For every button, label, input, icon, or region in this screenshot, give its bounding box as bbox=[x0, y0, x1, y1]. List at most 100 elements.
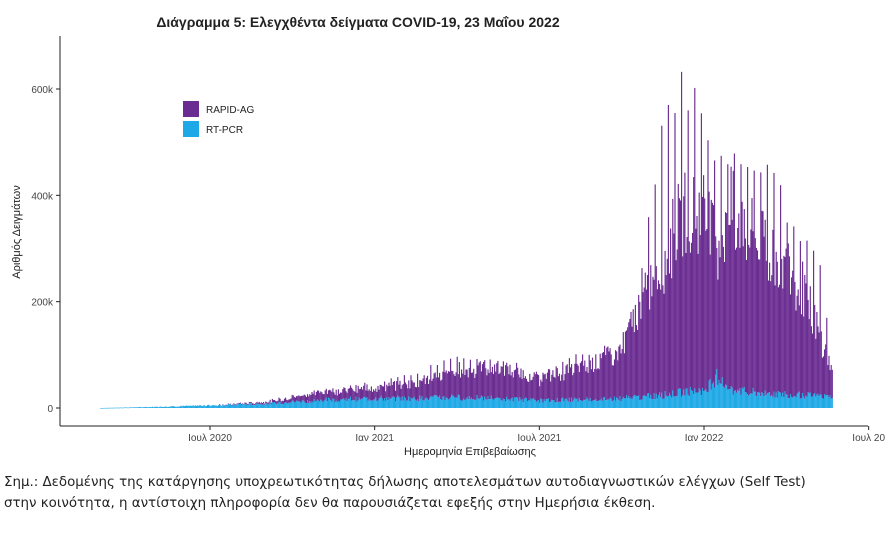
rapid-ag-bar bbox=[670, 228, 672, 396]
rapid-ag-bar bbox=[792, 270, 794, 398]
rapid-ag-bar bbox=[434, 372, 436, 396]
rapid-ag-bar bbox=[393, 381, 396, 398]
rapid-ag-bar bbox=[608, 351, 610, 400]
rapid-ag-bar bbox=[555, 366, 557, 403]
rt-pcr-bar bbox=[684, 395, 686, 408]
rt-pcr-bar bbox=[160, 406, 162, 408]
rt-pcr-bar bbox=[616, 397, 618, 408]
rt-pcr-bar bbox=[173, 406, 176, 408]
rapid-ag-bar bbox=[519, 377, 521, 398]
rapid-ag-bar bbox=[458, 362, 460, 396]
rt-pcr-bar bbox=[714, 387, 716, 408]
rt-pcr-bar bbox=[807, 392, 809, 408]
rt-pcr-bar bbox=[127, 407, 129, 409]
rapid-ag-bar bbox=[814, 305, 816, 394]
rapid-ag-bar bbox=[475, 373, 477, 400]
rapid-ag-bar bbox=[242, 403, 244, 405]
rapid-ag-bar bbox=[716, 248, 718, 370]
rt-pcr-bar bbox=[462, 400, 464, 408]
rt-pcr-bar bbox=[594, 399, 596, 408]
rapid-ag-bar bbox=[665, 275, 667, 396]
rapid-ag-bar bbox=[446, 373, 448, 399]
rt-pcr-bar bbox=[732, 394, 734, 408]
rapid-ag-bar bbox=[514, 369, 517, 398]
rt-pcr-bar bbox=[305, 403, 308, 408]
rapid-ag-bar bbox=[583, 365, 585, 400]
rt-pcr-bar bbox=[164, 406, 166, 408]
rt-pcr-bar bbox=[459, 399, 462, 408]
rt-pcr-bar bbox=[367, 400, 369, 408]
rapid-ag-bar bbox=[701, 196, 704, 389]
rapid-ag-bar bbox=[253, 403, 255, 405]
rt-pcr-bar bbox=[469, 399, 471, 408]
rapid-ag-bar bbox=[728, 224, 730, 390]
rapid-ag-bar bbox=[230, 403, 232, 405]
rapid-ag-bar bbox=[829, 370, 831, 396]
rt-pcr-bar bbox=[102, 407, 104, 409]
rapid-ag-bar bbox=[299, 396, 301, 402]
rapid-ag-bar bbox=[285, 397, 287, 403]
rapid-ag-bar bbox=[502, 361, 504, 399]
rapid-ag-bar bbox=[451, 370, 453, 395]
rapid-ag-bar bbox=[527, 381, 529, 402]
rt-pcr-bar bbox=[115, 407, 117, 409]
rt-pcr-bar bbox=[103, 407, 105, 409]
rapid-ag-bar bbox=[395, 390, 397, 402]
rt-pcr-bar bbox=[270, 404, 272, 408]
rapid-ag-bar bbox=[313, 390, 315, 400]
rt-pcr-bar bbox=[800, 398, 803, 408]
rt-pcr-bar bbox=[431, 396, 433, 408]
rapid-ag-bar bbox=[772, 229, 774, 397]
rapid-ag-bar bbox=[797, 289, 799, 393]
rt-pcr-bar bbox=[106, 407, 108, 409]
rt-pcr-bar bbox=[632, 396, 634, 408]
rt-pcr-bar bbox=[475, 399, 477, 408]
rapid-ag-bar bbox=[415, 387, 418, 401]
rapid-ag-bar bbox=[426, 375, 429, 399]
rt-pcr-bar bbox=[771, 394, 773, 408]
x-tick-label: Ιαν 2021 bbox=[355, 433, 394, 444]
rt-pcr-bar bbox=[406, 400, 408, 408]
rt-pcr-bar bbox=[759, 392, 761, 408]
rapid-ag-bar bbox=[638, 294, 640, 396]
rapid-ag-bar bbox=[272, 400, 275, 403]
rt-pcr-bar bbox=[668, 392, 671, 408]
rt-pcr-bar bbox=[458, 395, 460, 408]
rt-pcr-bar bbox=[442, 396, 444, 408]
rapid-ag-bar bbox=[469, 359, 471, 400]
rapid-ag-bar bbox=[736, 247, 738, 393]
rt-pcr-bar bbox=[178, 406, 180, 408]
rapid-ag-bar bbox=[404, 382, 407, 399]
rapid-ag-bar bbox=[270, 402, 272, 405]
rapid-ag-bar bbox=[289, 399, 291, 403]
rapid-ag-bar bbox=[347, 388, 349, 400]
rt-pcr-bar bbox=[487, 396, 489, 408]
rt-pcr-bar bbox=[650, 394, 652, 408]
rapid-ag-bar bbox=[773, 172, 775, 392]
rt-pcr-bar bbox=[238, 404, 240, 408]
rapid-ag-bar bbox=[607, 346, 609, 399]
legend-swatch bbox=[183, 101, 199, 117]
rapid-ag-bar bbox=[298, 395, 300, 402]
rt-pcr-bar bbox=[289, 402, 291, 408]
rt-pcr-bar bbox=[338, 401, 341, 408]
rt-pcr-bar bbox=[590, 401, 592, 408]
rt-pcr-bar bbox=[554, 402, 556, 408]
rapid-ag-bar bbox=[541, 381, 543, 400]
rapid-ag-bar bbox=[666, 258, 668, 397]
rapid-ag-bar bbox=[385, 391, 387, 401]
rapid-ag-bar bbox=[498, 374, 500, 398]
rapid-ag-bar bbox=[490, 372, 492, 396]
y-axis-ticks: 0 200k 400k 600k bbox=[31, 85, 60, 415]
rapid-ag-bar bbox=[497, 360, 499, 398]
rapid-ag-bar bbox=[568, 358, 570, 398]
rapid-ag-bar bbox=[352, 389, 354, 401]
rapid-ag-bar bbox=[389, 385, 391, 400]
rt-pcr-bar bbox=[552, 399, 554, 408]
rt-pcr-bar bbox=[483, 400, 485, 408]
rt-pcr-bar bbox=[220, 405, 222, 408]
rapid-ag-bar bbox=[795, 310, 797, 397]
rt-pcr-bar bbox=[248, 403, 250, 408]
rt-pcr-bar bbox=[190, 405, 192, 408]
rt-pcr-bar bbox=[676, 395, 678, 408]
